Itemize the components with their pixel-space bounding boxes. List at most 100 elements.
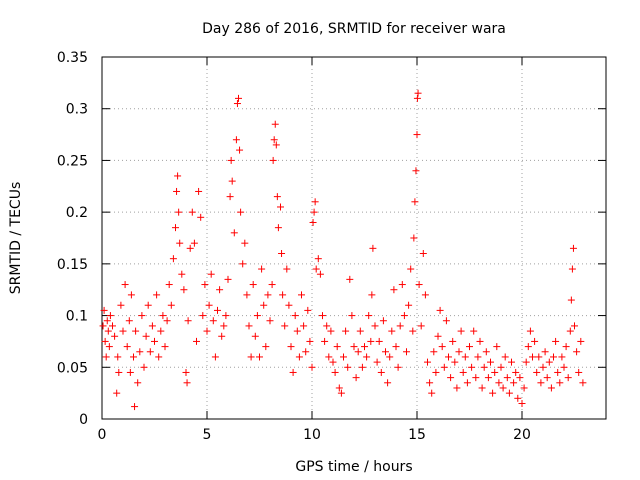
data-point <box>211 353 219 361</box>
data-point <box>117 301 125 309</box>
data-point <box>468 363 476 371</box>
data-point <box>103 317 111 325</box>
data-point <box>535 353 543 361</box>
data-point <box>407 265 415 273</box>
data-point <box>476 337 484 345</box>
data-point <box>247 353 255 361</box>
data-point <box>293 327 301 335</box>
data-point <box>123 343 131 351</box>
data-point <box>505 389 513 397</box>
data-point <box>480 363 488 371</box>
data-point <box>350 343 358 351</box>
data-point <box>558 353 566 361</box>
data-point <box>205 301 213 309</box>
data-point <box>302 348 310 356</box>
data-point <box>442 317 450 325</box>
data-point <box>327 327 335 335</box>
data-point <box>227 156 235 164</box>
data-point <box>268 281 276 289</box>
data-point <box>218 332 226 340</box>
data-point <box>394 363 402 371</box>
data-point <box>115 368 123 376</box>
data-point <box>432 368 440 376</box>
data-point <box>573 348 581 356</box>
data-point <box>403 348 410 356</box>
data-point <box>222 312 230 320</box>
data-point <box>373 358 381 366</box>
data-point <box>114 353 122 361</box>
data-point <box>155 353 163 361</box>
data-point <box>512 368 520 376</box>
data-point <box>436 306 444 314</box>
data-point <box>430 348 438 356</box>
data-point <box>236 146 244 154</box>
data-point <box>102 353 110 361</box>
data-point <box>497 363 505 371</box>
axis-ticks: 0 5 10 15 20 0 0.05 0.1 0.15 0.2 0.25 0.3 0.35 <box>57 50 606 443</box>
data-point <box>220 322 228 330</box>
data-point <box>564 374 572 382</box>
data-point <box>249 281 257 289</box>
data-point <box>516 374 524 382</box>
data-point <box>190 239 198 247</box>
data-point <box>287 343 295 351</box>
data-point <box>241 239 249 247</box>
data-point <box>300 322 308 330</box>
data-point <box>266 317 274 325</box>
data-point <box>575 368 583 376</box>
data-point <box>579 379 587 387</box>
data-point <box>428 389 436 397</box>
data-point <box>272 141 280 149</box>
data-point <box>412 167 420 175</box>
chart-title: Day 286 of 2016, SRMTID for receiver war… <box>202 21 506 37</box>
data-point <box>329 358 337 366</box>
data-point <box>311 198 319 206</box>
data-point <box>216 286 224 294</box>
data-point <box>466 343 473 351</box>
y-tick-label: 0.15 <box>57 257 88 273</box>
data-point <box>243 291 251 299</box>
data-point <box>134 379 142 387</box>
data-point <box>539 363 547 371</box>
data-point <box>260 301 268 309</box>
data-point <box>577 337 585 345</box>
data-point <box>195 187 203 195</box>
data-point <box>331 368 339 376</box>
data-point <box>111 332 119 340</box>
data-point <box>310 208 318 216</box>
data-point <box>131 403 139 411</box>
data-point <box>510 379 518 387</box>
x-tick-label: 5 <box>203 427 212 443</box>
y-tick-label: 0 <box>79 412 88 428</box>
data-point <box>363 353 371 361</box>
data-point <box>377 368 385 376</box>
data-point <box>411 198 419 206</box>
data-point <box>470 327 478 335</box>
data-point <box>398 281 406 289</box>
data-point <box>309 218 317 226</box>
data-point <box>335 384 343 392</box>
data-point <box>508 358 515 366</box>
data-point <box>537 379 545 387</box>
data-point <box>333 343 341 351</box>
data-point <box>165 281 173 289</box>
data-point <box>291 312 299 320</box>
data-point <box>180 286 188 294</box>
data-points <box>99 89 587 411</box>
data-point <box>161 343 169 351</box>
data-point <box>269 156 277 164</box>
data-point <box>230 229 238 237</box>
data-point <box>201 281 209 289</box>
data-point <box>188 208 196 216</box>
data-point <box>232 136 240 144</box>
data-point <box>146 348 154 356</box>
data-point <box>321 337 329 345</box>
data-point <box>144 301 152 309</box>
data-point <box>415 281 423 289</box>
data-point <box>99 322 107 330</box>
data-point <box>472 374 480 382</box>
data-point <box>356 327 364 335</box>
data-point <box>233 100 241 108</box>
data-point <box>547 384 555 392</box>
data-point <box>283 265 291 273</box>
